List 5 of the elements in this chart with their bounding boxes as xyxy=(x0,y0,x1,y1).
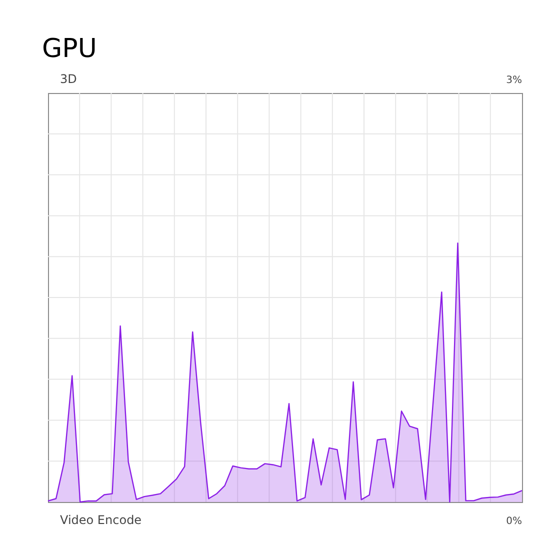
text: 3D xyxy=(60,72,77,86)
text: Video Encode xyxy=(60,513,142,527)
chart-title: GPU xyxy=(42,34,97,64)
text: 3% xyxy=(506,75,522,86)
text: 0% xyxy=(506,516,522,527)
